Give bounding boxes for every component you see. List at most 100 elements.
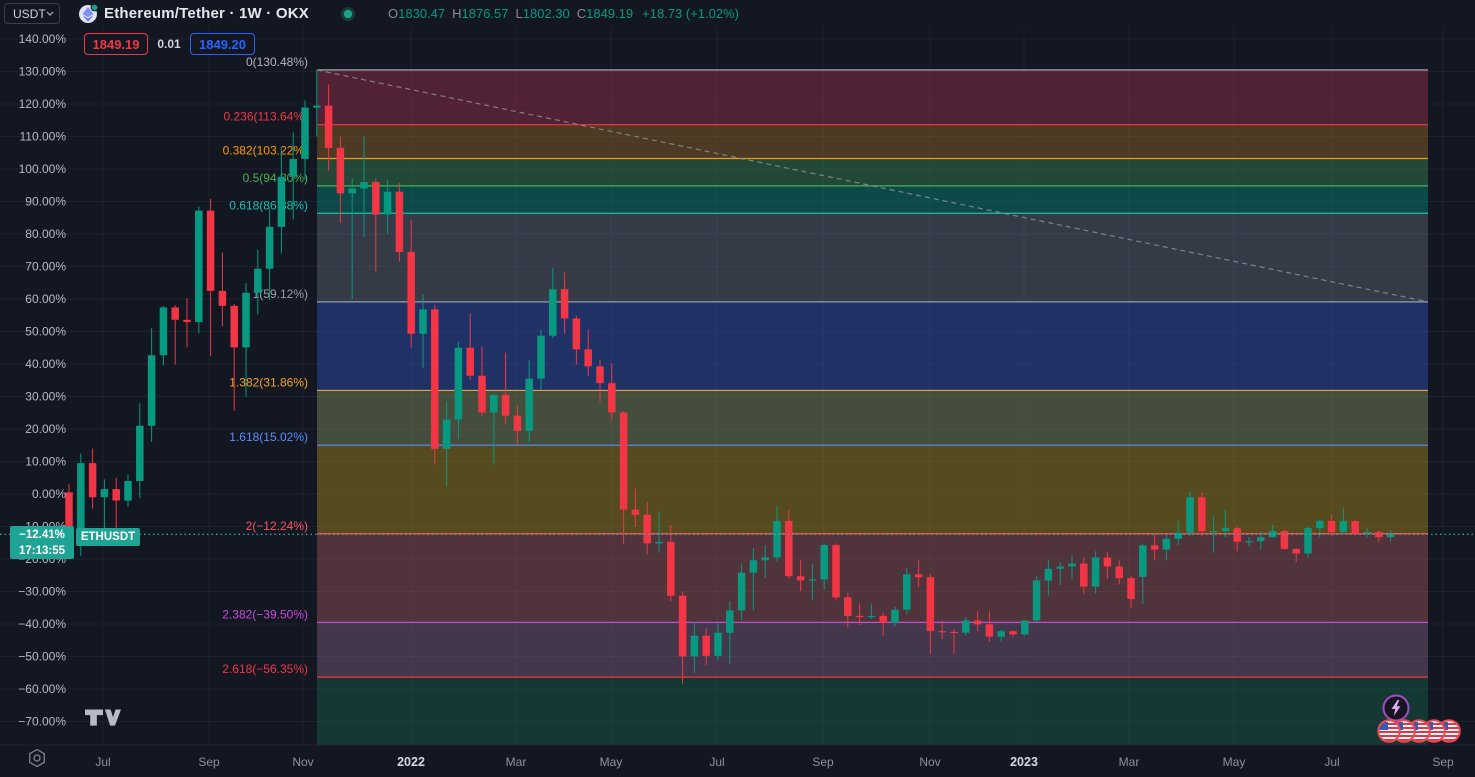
- tradingview-logo-icon[interactable]: [85, 709, 121, 727]
- high-label: H: [452, 6, 462, 21]
- candle: [1292, 547, 1300, 563]
- open-value: 1830.47: [398, 6, 446, 21]
- candle: [1032, 575, 1041, 623]
- candle: [1339, 507, 1348, 535]
- chart-header: USDT Ethereum/Tether · 1W · OKX O1830.47…: [0, 0, 1475, 28]
- lightning-icon[interactable]: [1382, 694, 1410, 722]
- candle: [1056, 561, 1064, 585]
- candle: [1209, 515, 1218, 553]
- price-tick-label: 40.00%: [25, 357, 66, 371]
- candle: [631, 488, 640, 527]
- fib-labels: 0(130.48%) 0.236(113.64%) 0.382(103.22%) 0.…: [222, 55, 308, 676]
- low-value: 1802.30: [522, 6, 570, 21]
- candle: [702, 628, 710, 665]
- price-tick-label: 90.00%: [25, 195, 66, 209]
- candle: [891, 606, 899, 627]
- price-tick-label: 10.00%: [25, 455, 66, 469]
- candle: [395, 182, 404, 262]
- candle: [832, 543, 840, 601]
- fib-label-0.5: 0.5(94.80%): [243, 171, 308, 185]
- ethereum-icon: [79, 4, 98, 23]
- candle: [549, 267, 557, 338]
- symbol-title[interactable]: Ethereum/Tether · 1W · OKX: [104, 5, 309, 22]
- candle: [513, 404, 522, 445]
- currency-selector[interactable]: USDT: [4, 3, 60, 24]
- fib-band-0.236: [317, 124, 1428, 159]
- hexagon-settings-icon[interactable]: [27, 748, 47, 768]
- candle: [277, 146, 286, 254]
- month-tick-label: May: [600, 755, 623, 769]
- candle: [1068, 555, 1076, 579]
- candle: [336, 136, 345, 223]
- candle: [1044, 560, 1053, 596]
- fib-label-1: 1(59.12%): [253, 287, 308, 301]
- candle: [655, 511, 663, 553]
- candle: [112, 477, 120, 533]
- candle: [324, 84, 333, 171]
- candle: [867, 603, 876, 619]
- candle: [431, 304, 439, 465]
- us-flag-icon: [1377, 719, 1401, 743]
- candle: [584, 329, 592, 376]
- fib-band-2: [317, 533, 1428, 623]
- candle: [1221, 509, 1230, 538]
- bid-price-button[interactable]: 1849.19: [84, 33, 148, 55]
- market-status-dot-icon[interactable]: [341, 7, 355, 21]
- month-tick-label: Mar: [1119, 755, 1140, 769]
- fib-band-2.382: [317, 622, 1428, 678]
- candle: [1115, 560, 1123, 585]
- candle: [1091, 551, 1100, 594]
- fib-label-2.382: 2.382(−39.50%): [222, 607, 308, 621]
- candle: [997, 629, 1005, 642]
- symbol-price-tag[interactable]: ETHUSDT: [76, 528, 140, 546]
- candle: [560, 272, 569, 335]
- fib-label-0.236: 0.236(113.64%): [223, 110, 308, 124]
- economic-events-flags[interactable]: [1377, 719, 1461, 743]
- month-tick-label: Nov: [919, 755, 940, 769]
- candle: [230, 303, 238, 411]
- fib-trend-line[interactable]: [316, 69, 1429, 303]
- candle: [442, 401, 451, 487]
- current-price-axis-tag[interactable]: −12.41% 17:13:55: [10, 526, 74, 559]
- candle: [1268, 524, 1277, 538]
- candle: [773, 506, 781, 562]
- candle: [619, 411, 628, 544]
- fib-band-0.382: [317, 158, 1428, 186]
- candle: [678, 591, 687, 684]
- price-tick-label: 0.00%: [32, 487, 66, 501]
- candle: [466, 313, 474, 381]
- candle: [1139, 543, 1147, 604]
- candle: [289, 132, 297, 220]
- candle: [183, 298, 191, 348]
- candle: [950, 629, 958, 654]
- fib-band-1: [317, 301, 1428, 391]
- candle: [855, 603, 864, 625]
- chevron-down-icon: [46, 11, 54, 16]
- candle: [242, 283, 250, 397]
- fib-lines[interactable]: [317, 69, 1428, 678]
- candle: [938, 620, 946, 639]
- ask-price-button[interactable]: 1849.20: [190, 33, 255, 55]
- change-value: +18.73 (+1.02%): [642, 6, 739, 21]
- time-scale[interactable]: Jul Sep Nov 2022 Mar May Jul Sep Nov 2023 Mar May Ju…: [0, 744, 1475, 777]
- candle: [926, 574, 935, 654]
- candle: [1150, 534, 1159, 561]
- candle: [1351, 520, 1359, 535]
- candle: [1080, 557, 1088, 595]
- candles-layer: [65, 69, 1395, 684]
- month-tick-label: Jul: [95, 755, 110, 769]
- candle: [419, 294, 427, 368]
- candle: [206, 198, 215, 357]
- candle: [124, 474, 132, 507]
- candle: [1327, 514, 1336, 537]
- candle: [454, 341, 463, 439]
- currency-selector-value: USDT: [13, 6, 46, 21]
- year-tick-label: 2022: [397, 755, 425, 769]
- price-tick-label: −60.00%: [18, 682, 66, 696]
- fib-label-0: 0(130.48%): [246, 55, 308, 69]
- candle: [572, 315, 581, 365]
- fib-label-1.382: 1.382(31.86%): [229, 375, 308, 389]
- candle: [1198, 492, 1206, 537]
